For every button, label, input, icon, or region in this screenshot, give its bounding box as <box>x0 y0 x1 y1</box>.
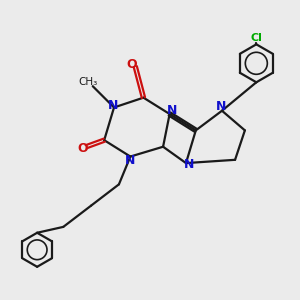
Text: N: N <box>108 99 118 112</box>
Text: Cl: Cl <box>250 33 262 43</box>
Text: N: N <box>216 100 226 113</box>
Text: N: N <box>167 103 177 117</box>
Text: N: N <box>125 154 136 167</box>
Text: N: N <box>184 158 194 171</box>
Text: O: O <box>77 142 88 155</box>
Text: O: O <box>126 58 137 71</box>
Text: CH₃: CH₃ <box>78 77 98 87</box>
